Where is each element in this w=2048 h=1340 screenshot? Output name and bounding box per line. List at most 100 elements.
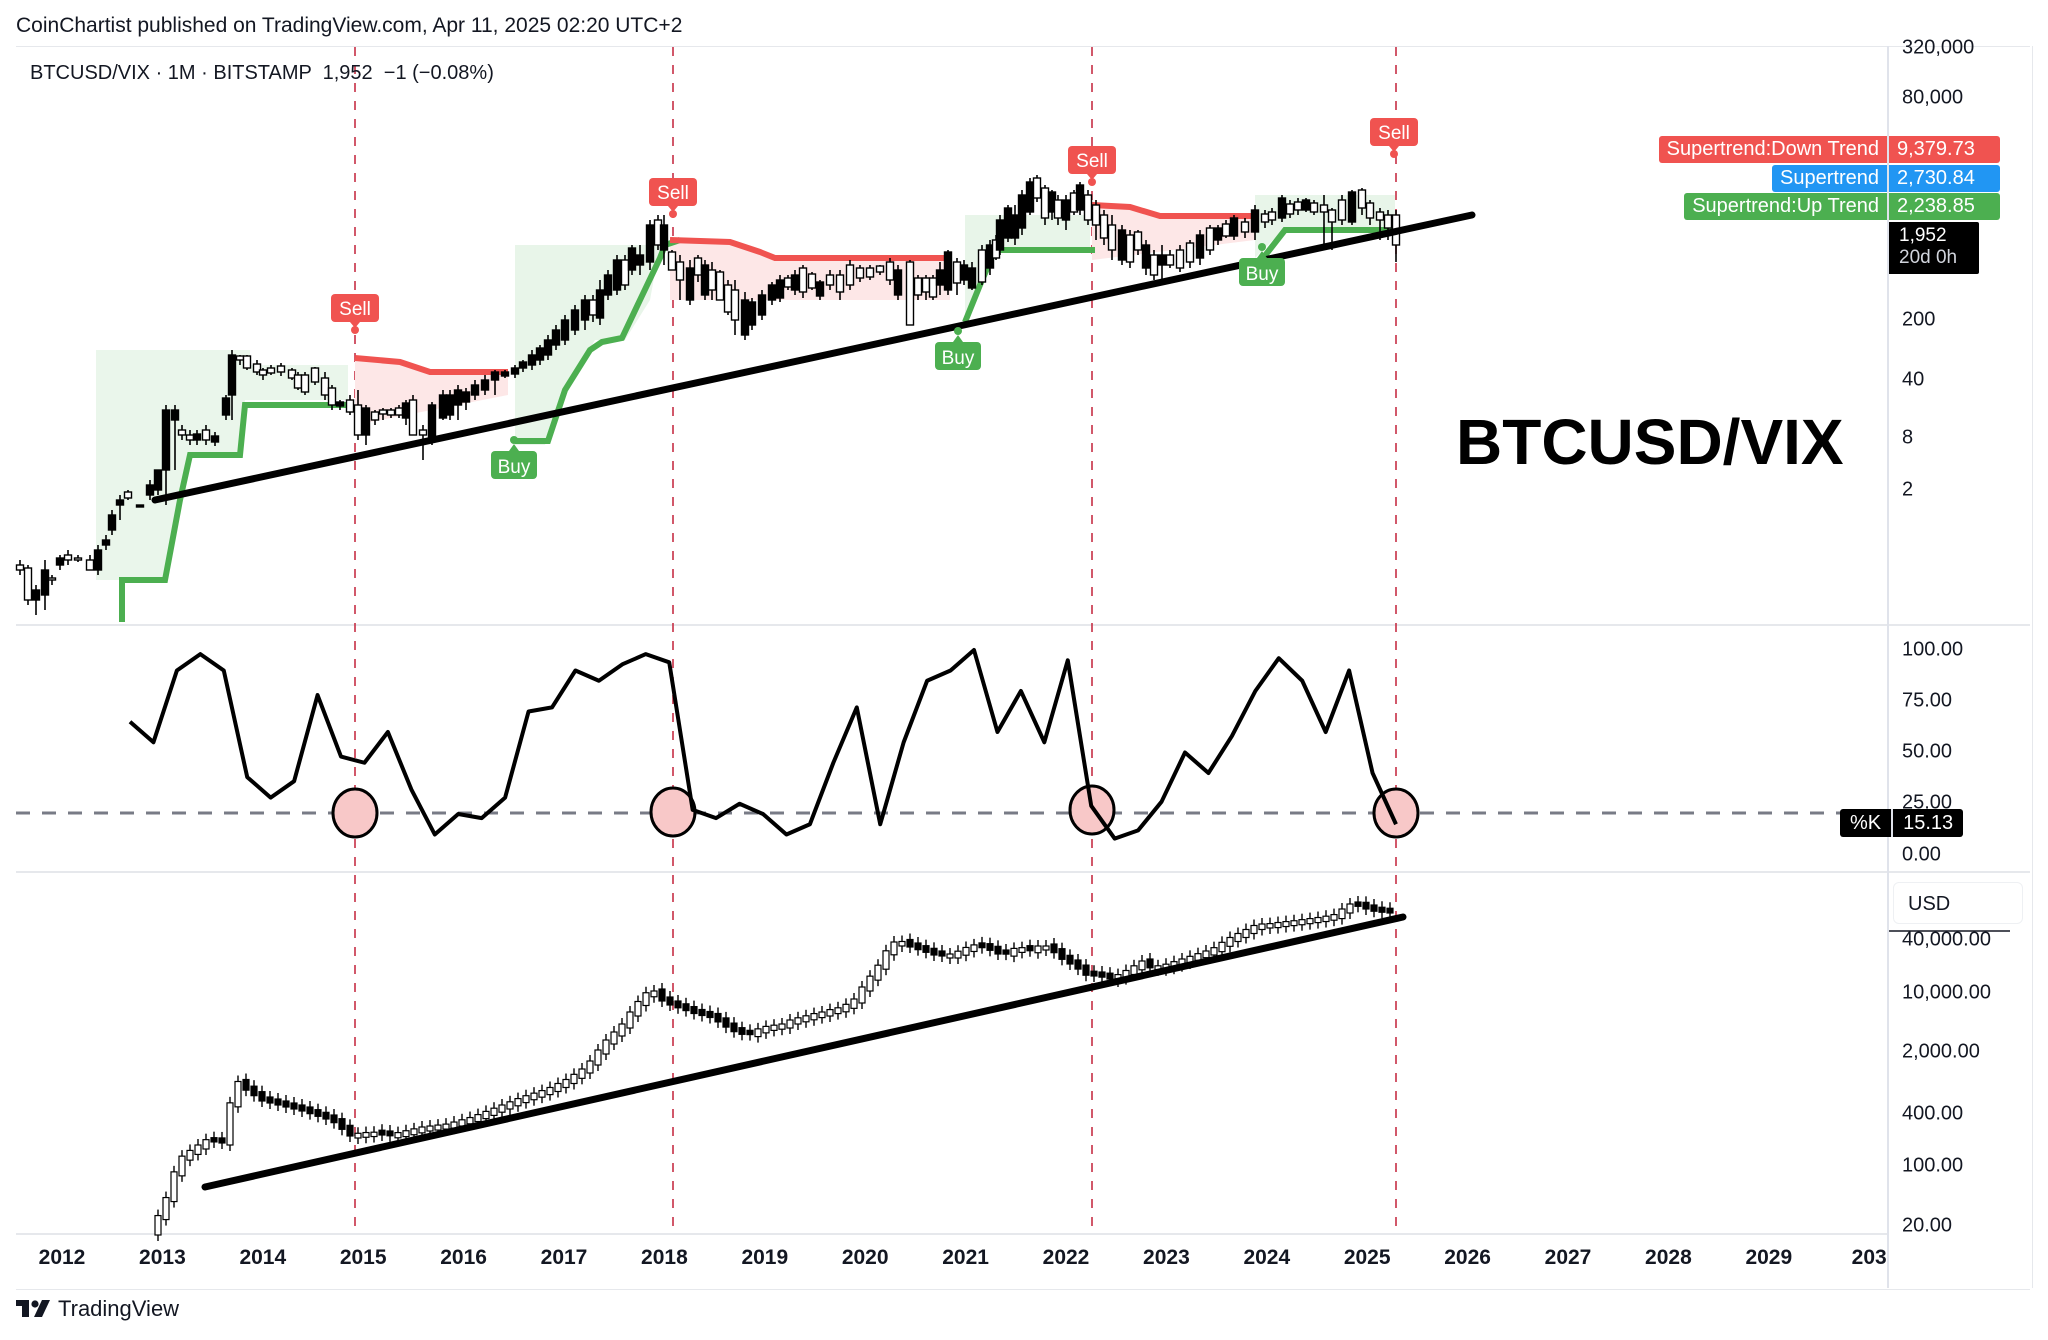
candle-body xyxy=(1061,199,1071,221)
candle-body xyxy=(266,367,276,374)
candle-body xyxy=(178,1155,186,1177)
chart-legend[interactable]: BTCUSD/VIX · 1M · BITSTAMP 1,952 −1 (−0.… xyxy=(30,62,494,84)
candle-body xyxy=(370,1131,378,1138)
candle-body xyxy=(1285,203,1295,215)
candle-body xyxy=(1375,211,1385,221)
candle-body xyxy=(674,1000,682,1009)
candle-body xyxy=(666,996,674,1006)
candle-body xyxy=(306,1106,314,1115)
candle-body xyxy=(1075,184,1085,211)
candle-body xyxy=(23,567,33,601)
candle-body xyxy=(185,434,195,441)
candle-body xyxy=(15,564,25,571)
candle-body xyxy=(522,1095,530,1104)
candle-body xyxy=(675,261,685,281)
candle-body xyxy=(682,1003,690,1012)
candle-body xyxy=(461,391,471,403)
candle-body xyxy=(842,1003,850,1013)
svg-text:Sell: Sell xyxy=(1378,123,1410,144)
candle-body xyxy=(1042,945,1050,951)
candle-body xyxy=(952,261,962,284)
pane-separator-stoch[interactable] xyxy=(16,624,2030,626)
candle-body xyxy=(885,261,895,281)
candle-body xyxy=(970,944,978,953)
candle-body xyxy=(1322,915,1330,923)
candle-body xyxy=(906,938,914,948)
candle-body xyxy=(202,1139,210,1150)
candle-body xyxy=(1082,964,1090,976)
candle-body xyxy=(394,1131,402,1139)
candle-body xyxy=(438,394,448,419)
candle-body xyxy=(335,401,345,407)
candle-body xyxy=(482,1110,490,1120)
axis-tick: 2 xyxy=(1902,478,1914,501)
candle-body xyxy=(73,557,83,561)
axis-tick: 100.00 xyxy=(1902,1154,1964,1177)
price-axis-column[interactable] xyxy=(1887,46,2033,1288)
candle-body xyxy=(85,559,95,571)
stoch-k-label: %K 15.13 xyxy=(1840,809,1964,837)
candle-body xyxy=(1293,201,1303,211)
candle-body xyxy=(250,1085,258,1097)
candle-body xyxy=(480,379,490,391)
candle-body xyxy=(186,1149,194,1161)
candle-body xyxy=(101,539,111,546)
axis-tick: 100.00 xyxy=(1902,638,1964,661)
time-axis-border xyxy=(16,1233,1887,1235)
candle-body xyxy=(1267,211,1277,221)
candle-body xyxy=(434,1124,442,1131)
candle-body xyxy=(177,429,187,436)
candle-body xyxy=(40,569,50,596)
candle-body xyxy=(274,1098,282,1106)
axis-tick: 320,000 xyxy=(1902,36,1975,59)
candle-body xyxy=(300,374,310,393)
currency-selector[interactable]: USD xyxy=(1893,882,2023,924)
candle-body xyxy=(855,267,865,279)
candle-body xyxy=(778,1023,786,1030)
candle-body xyxy=(330,1114,338,1124)
candle-body xyxy=(258,1091,266,1102)
candle-body xyxy=(928,277,938,298)
candle-body xyxy=(825,274,835,286)
candle-body xyxy=(1383,214,1393,229)
svg-text:Buy: Buy xyxy=(498,457,531,478)
candle-body xyxy=(1370,904,1378,912)
year-label: 203 xyxy=(1851,1246,1887,1269)
candle-body xyxy=(1202,950,1210,959)
candle-body xyxy=(453,389,463,406)
candle-body xyxy=(1034,945,1042,954)
candle-body xyxy=(1250,209,1260,233)
supertrend-down-value: 9,379.73 xyxy=(1889,136,2000,163)
candle-body xyxy=(1306,917,1314,925)
year-label: 2029 xyxy=(1745,1246,1793,1269)
candle-body xyxy=(794,1017,802,1025)
candle-body xyxy=(986,943,994,951)
candle-body xyxy=(1260,213,1270,223)
candle-body xyxy=(930,947,938,956)
supertrend-up-label: Supertrend:Up Trend xyxy=(1684,193,1887,220)
candle-body xyxy=(162,1196,170,1221)
candle-body xyxy=(603,274,613,296)
candle-body xyxy=(408,399,418,436)
year-label: 2016 xyxy=(440,1246,487,1269)
candle-body xyxy=(527,354,537,366)
candle-body xyxy=(1074,959,1082,970)
candle-body xyxy=(1058,948,1066,960)
candle-body xyxy=(1117,229,1127,261)
candle-body xyxy=(1218,941,1226,953)
oversold-circle-marker xyxy=(1372,787,1420,839)
candle-body xyxy=(635,254,645,266)
candle-body xyxy=(1221,223,1231,237)
candle-body xyxy=(1330,913,1338,921)
candle-body xyxy=(500,371,510,377)
candle-body xyxy=(466,1116,474,1125)
pane-separator-lower[interactable] xyxy=(16,871,2030,873)
axis-tick: 0.00 xyxy=(1902,843,1941,866)
candle-body xyxy=(667,251,677,271)
candle-body xyxy=(1018,947,1026,954)
candle-body xyxy=(875,265,885,273)
candle-body xyxy=(994,945,1002,955)
candle-body xyxy=(258,369,268,376)
candle-body xyxy=(620,259,630,286)
